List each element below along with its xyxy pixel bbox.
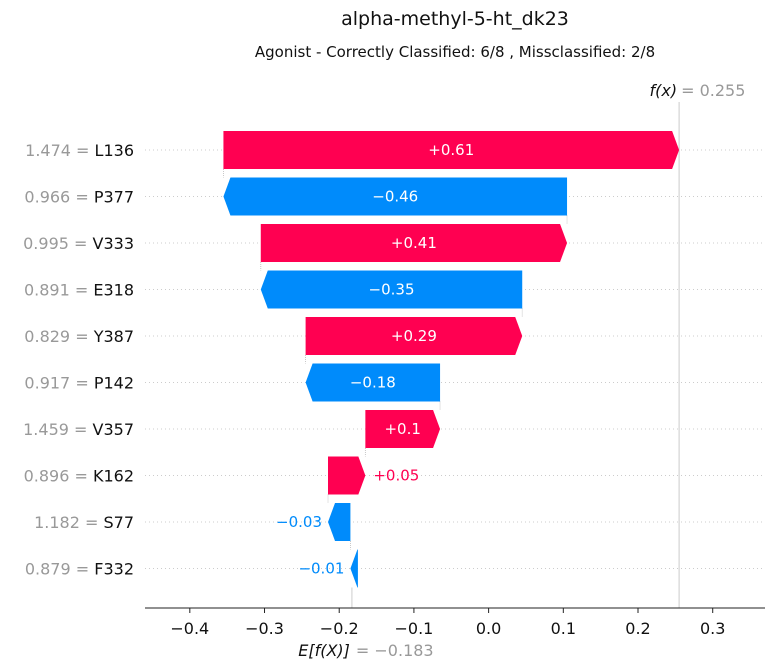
bar-label-E318: −0.35 xyxy=(369,281,415,299)
bar-S77 xyxy=(328,503,351,541)
feature-name: K162 xyxy=(93,467,134,486)
feature-name: L136 xyxy=(95,141,134,160)
chart-subtitle: Agonist - Correctly Classified: 6/8 , Mi… xyxy=(255,43,655,61)
bar-L136 xyxy=(223,131,680,169)
feature-value: 1.182 = xyxy=(34,513,103,532)
feature-name: Y387 xyxy=(93,327,134,346)
feature-name: P142 xyxy=(94,374,134,393)
bars: +0.61 −0.46 +0.41 −0.35 +0.29 −0.18 +0.1 +0.05 −… xyxy=(223,131,680,588)
feature-value: 0.896 = xyxy=(24,467,93,486)
base-label: E[f(X)] xyxy=(298,641,350,660)
x-tick-label: 0.3 xyxy=(700,619,725,638)
bar-F332 xyxy=(350,549,358,588)
feature-value: 1.474 = xyxy=(25,141,94,160)
feature-value: 0.966 = xyxy=(24,188,93,207)
bar-V333 xyxy=(260,224,568,262)
connector-lines xyxy=(223,102,680,608)
chart-title: alpha-methyl-5-ht_dk23 xyxy=(341,8,569,30)
bar-label-L136: +0.61 xyxy=(428,141,474,159)
x-tick-label: 0.2 xyxy=(625,619,650,638)
x-tick-label: 0.0 xyxy=(476,619,501,638)
feature-name: S77 xyxy=(103,513,134,532)
feature-label-P377: 0.966 = P377 xyxy=(24,188,134,207)
bar-label-Y387: +0.29 xyxy=(391,327,437,345)
feature-label-V333: 0.995 = V333 xyxy=(23,234,134,253)
feature-value: 0.995 = xyxy=(23,234,92,253)
feature-label-V357: 1.459 = V357 xyxy=(23,420,134,439)
feature-label-Y387: 0.829 = Y387 xyxy=(24,327,134,346)
bar-label-P377: −0.46 xyxy=(372,188,418,206)
x-axis: −0.4 −0.3 −0.2 −0.1 0.0 0.1 0.2 0.3 xyxy=(145,607,765,638)
feature-label-L136: 1.474 = L136 xyxy=(25,141,134,160)
base-value-marker: E[f(X)] = −0.183 xyxy=(298,641,433,660)
x-tick-label: −0.1 xyxy=(394,619,433,638)
bar-P142 xyxy=(305,363,441,402)
bar-label-V357: +0.1 xyxy=(384,420,420,438)
feature-label-F332: 0.879 = F332 xyxy=(25,560,134,579)
fx-label: f(x) xyxy=(650,81,678,100)
base-value: = −0.183 xyxy=(356,641,434,660)
feature-name: F332 xyxy=(94,560,134,579)
x-tick-label: −0.3 xyxy=(245,619,284,638)
bar-E318 xyxy=(260,270,523,309)
feature-value: 0.891 = xyxy=(24,281,93,300)
fx-value: = 0.255 xyxy=(681,81,745,100)
feature-value: 1.459 = xyxy=(23,420,92,439)
bar-V357 xyxy=(365,410,441,448)
x-tick-label: −0.4 xyxy=(170,619,209,638)
feature-label-K162: 0.896 = K162 xyxy=(24,467,134,486)
bar-P377 xyxy=(223,177,568,216)
bar-K162 xyxy=(328,456,366,495)
bar-label-S77: −0.03 xyxy=(276,513,322,531)
feature-name: P377 xyxy=(94,188,134,207)
feature-value: 0.917 = xyxy=(24,374,93,393)
feature-name: V333 xyxy=(93,234,134,253)
feature-value: 0.829 = xyxy=(24,327,93,346)
feature-label-E318: 0.891 = E318 xyxy=(24,281,134,300)
bar-label-F332: −0.01 xyxy=(298,560,344,578)
feature-label-S77: 1.182 = S77 xyxy=(34,513,134,532)
bar-label-P142: −0.18 xyxy=(350,374,396,392)
feature-name: V357 xyxy=(93,420,134,439)
x-tick-label: 0.1 xyxy=(551,619,576,638)
bar-Y387 xyxy=(305,317,523,355)
fx-marker: f(x) = 0.255 xyxy=(650,81,746,100)
bar-label-K162: +0.05 xyxy=(373,467,419,485)
bar-label-V333: +0.41 xyxy=(391,234,437,252)
feature-value: 0.879 = xyxy=(25,560,94,579)
feature-label-P142: 0.917 = P142 xyxy=(24,374,134,393)
x-tick-label: −0.2 xyxy=(320,619,359,638)
feature-name: E318 xyxy=(93,281,134,300)
feature-labels: 1.474 = L136 0.966 = P377 0.995 = V333 0.89… xyxy=(23,141,134,579)
